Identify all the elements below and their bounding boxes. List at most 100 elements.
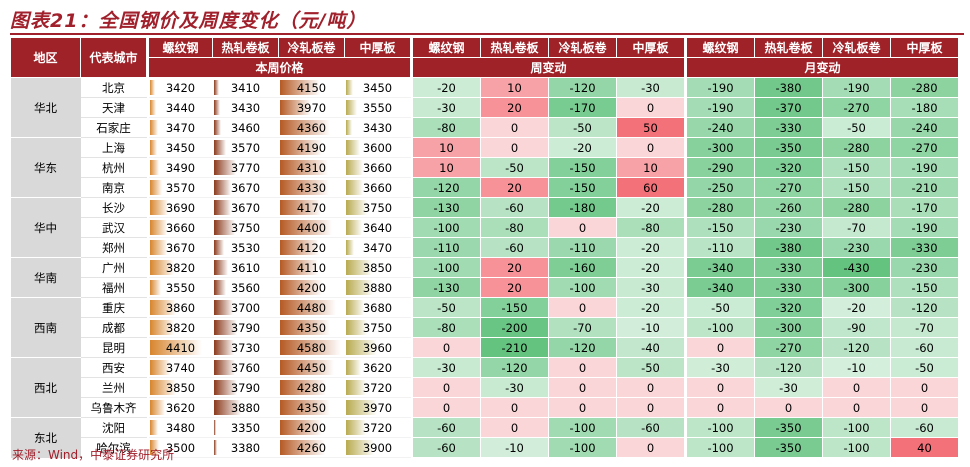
month-change-cell: -350: [754, 437, 823, 458]
week-change-cell: 0: [480, 417, 549, 438]
price-cell: 3610: [212, 257, 279, 278]
month-change-cell: -100: [822, 437, 891, 458]
price-cell: 3550: [344, 97, 411, 118]
price-value: 4280: [296, 380, 327, 395]
week-change-cell: 0: [616, 437, 685, 458]
price-cell: 3670: [148, 237, 213, 258]
week-change-cell: 0: [616, 397, 685, 418]
price-bar: [213, 200, 232, 215]
header-group-price: 本周价格: [148, 57, 411, 78]
month-change-cell: -50: [890, 357, 959, 378]
month-change-cell: 0: [890, 377, 959, 398]
price-cell: 3750: [212, 217, 279, 238]
price-cell: 3880: [212, 397, 279, 418]
price-value: 3670: [165, 240, 196, 255]
price-bar: [213, 80, 219, 95]
week-change-cell: -60: [412, 437, 481, 458]
price-value: 4120: [296, 240, 327, 255]
price-bar: [345, 140, 360, 155]
month-change-cell: -270: [822, 97, 891, 118]
price-value: 4400: [296, 220, 327, 235]
week-change-cell: -160: [548, 257, 617, 278]
price-cell: 3470: [344, 237, 411, 258]
month-change-cell: 0: [754, 397, 823, 418]
price-bar: [213, 380, 237, 395]
price-bar: [345, 320, 367, 335]
price-cell: 4350: [278, 317, 345, 338]
week-change-cell: -170: [548, 97, 617, 118]
price-bar: [213, 240, 225, 255]
price-value: 4480: [296, 300, 327, 315]
price-value: 3640: [362, 220, 393, 235]
price-value: 3500: [165, 440, 196, 455]
price-cell: 4310: [278, 157, 345, 178]
month-change-cell: -240: [686, 117, 755, 138]
price-bar: [213, 340, 234, 355]
price-value: 3690: [165, 200, 196, 215]
city-cell: 杭州: [80, 157, 147, 178]
table-body: 华北 北京 3420 3410 4150 3450 -20 10 -120 -30 -190 -380…: [10, 77, 959, 458]
price-bar: [213, 120, 222, 135]
week-change-cell: 0: [480, 117, 549, 138]
week-change-cell: -80: [412, 317, 481, 338]
month-change-cell: -350: [754, 137, 823, 158]
region-cell: 华中: [10, 197, 81, 258]
month-change-cell: -50: [686, 297, 755, 318]
price-value: 3480: [165, 420, 196, 435]
price-value: 3420: [165, 80, 196, 95]
table-row: 华中 长沙 3690 3670 4170 3750 -130 -60 -180 -20 -280 -2…: [10, 197, 959, 258]
week-change-cell: -70: [548, 317, 617, 338]
week-change-cell: -100: [412, 217, 481, 238]
price-value: 3430: [362, 120, 393, 135]
week-change-cell: -120: [548, 77, 617, 98]
city-cell: 广州: [80, 257, 147, 278]
week-change-cell: -110: [548, 237, 617, 258]
header-week-crc: 冷轧板卷: [548, 37, 617, 58]
price-cell: 4410: [148, 337, 213, 358]
price-value: 3660: [362, 180, 393, 195]
month-change-cell: -50: [822, 117, 891, 138]
month-change-cell: -430: [822, 257, 891, 278]
table-row: 南京 3570 3670 4330 3660 -120 20 -150 60 -250 -270 -1…: [11, 177, 959, 198]
price-bar: [149, 220, 167, 235]
month-change-cell: -300: [686, 137, 755, 158]
month-change-cell: -260: [754, 197, 823, 218]
month-change-cell: -110: [686, 237, 755, 258]
price-bar: [279, 320, 330, 335]
header-region: 地区: [10, 37, 81, 78]
price-bar: [213, 180, 232, 195]
price-value: 4200: [296, 420, 327, 435]
week-change-cell: -120: [480, 357, 549, 378]
price-cell: 4200: [278, 277, 345, 298]
week-change-cell: -60: [412, 417, 481, 438]
price-cell: 3490: [148, 157, 213, 178]
price-cell: 3700: [212, 297, 279, 318]
price-value: 3750: [362, 200, 393, 215]
week-change-cell: -130: [412, 277, 481, 298]
month-change-cell: -280: [890, 77, 959, 98]
month-change-cell: -20: [822, 297, 891, 318]
price-value: 3730: [230, 340, 261, 355]
price-bar: [149, 160, 159, 175]
source-note: 来源：Wind，中泰证券研究所: [12, 448, 175, 462]
price-cell: 4200: [278, 417, 345, 438]
city-cell: 北京: [80, 77, 147, 98]
steel-price-table: 地区 代表城市 螺纹钢 热轧卷板 冷轧板卷 中厚板 螺纹钢 热轧卷板 冷轧板卷 …: [10, 37, 959, 458]
month-change-cell: 0: [686, 377, 755, 398]
month-change-cell: 40: [890, 437, 959, 458]
price-cell: 3460: [212, 117, 279, 138]
month-change-cell: 0: [890, 397, 959, 418]
price-value: 3750: [362, 320, 393, 335]
price-bar: [279, 200, 321, 215]
price-cell: 3740: [148, 357, 213, 378]
month-change-cell: -190: [686, 97, 755, 118]
price-value: 4200: [296, 280, 327, 295]
price-bar: [279, 420, 323, 435]
table-row: 昆明 4410 3730 4580 3960 0 -210 -120 -40 0 -270 -120-…: [11, 337, 959, 358]
price-bar: [345, 280, 374, 295]
table-row: 石家庄 3470 3460 4360 3430 -80 0 -50 50 -240 -330 -50-…: [11, 117, 959, 138]
price-cell: 3880: [344, 277, 411, 298]
price-bar: [345, 400, 378, 415]
price-cell: 3790: [212, 317, 279, 338]
month-change-cell: -10: [822, 357, 891, 378]
